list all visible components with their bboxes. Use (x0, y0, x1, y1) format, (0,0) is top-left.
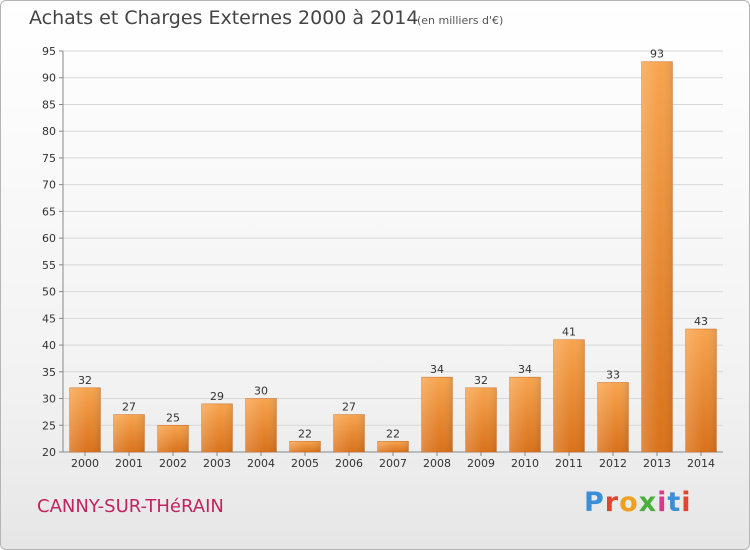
axes: 20 25 30 35 40 45 50 55 60 65 70 75 80 85 90 95 2000 2001… (42, 45, 723, 470)
bar-value-label: 30 (254, 385, 268, 398)
chart-subtitle: (en milliers d'€) (417, 14, 504, 27)
x-tick-label: 2003 (203, 457, 231, 470)
bar-shading (113, 414, 145, 452)
bar-shading (157, 425, 189, 452)
bar-shading (201, 403, 233, 452)
bar-shading (597, 382, 629, 452)
brand-letter: P (584, 487, 605, 518)
bar-shading (509, 377, 541, 452)
bar-shading (289, 441, 321, 452)
bar-shading (553, 339, 585, 452)
x-tick-label: 2000 (71, 457, 99, 470)
x-tick-label: 2008 (423, 457, 451, 470)
bars (69, 61, 717, 453)
x-tick-label: 2002 (159, 457, 187, 470)
bar-shading (377, 441, 409, 452)
y-tick-label: 90 (42, 72, 56, 85)
brand-letter: t (667, 487, 682, 518)
bar-value-label: 32 (474, 374, 488, 387)
place-name: CANNY-SUR-THéRAIN (37, 496, 224, 517)
bar-value-label: 27 (122, 401, 136, 414)
brand-letter: i (681, 487, 692, 518)
brand-letter: r (604, 487, 620, 518)
y-tick-label: 60 (42, 232, 56, 245)
bar-shading (421, 377, 453, 452)
y-tick-label: 55 (42, 259, 56, 272)
y-tick-label: 50 (42, 286, 56, 299)
chart-title: Achats et Charges Externes 2000 à 2014 (29, 7, 419, 29)
bar-value-label: 93 (650, 48, 664, 61)
x-tick-label: 2014 (687, 457, 715, 470)
x-tick-label: 2013 (643, 457, 671, 470)
x-tick-label: 2010 (511, 457, 539, 470)
bar-shading (465, 387, 497, 452)
brand-letter: i (657, 487, 668, 518)
bar-shading (641, 61, 673, 453)
bar-value-label: 34 (518, 363, 532, 376)
bar-value-label: 34 (430, 363, 444, 376)
bar-value-label: 22 (298, 427, 312, 440)
bar-value-label: 29 (210, 390, 224, 403)
y-tick-label: 20 (42, 446, 56, 459)
x-tick-label: 2001 (115, 457, 143, 470)
brand-logo: Proxiti (584, 487, 692, 518)
y-tick-label: 95 (42, 45, 56, 58)
bar-value-label: 22 (386, 427, 400, 440)
bar-value-label: 33 (606, 368, 620, 381)
y-tick-label: 75 (42, 152, 56, 165)
bar-value-label: 25 (166, 411, 180, 424)
y-tick-label: 85 (42, 98, 56, 111)
bar-shading (685, 329, 717, 452)
y-tick-label: 45 (42, 312, 56, 325)
y-tick-label: 65 (42, 205, 56, 218)
y-tick-label: 30 (42, 393, 56, 406)
bar-value-label: 27 (342, 401, 356, 414)
x-tick-label: 2005 (291, 457, 319, 470)
y-tick-label: 25 (42, 419, 56, 432)
bar-value-label: 43 (694, 315, 708, 328)
x-tick-label: 2004 (247, 457, 275, 470)
x-tick-label: 2006 (335, 457, 363, 470)
bar-shading (333, 414, 365, 452)
labels: 32 27 25 29 30 22 27 22 34 32 34 41 33 93 43 (78, 48, 708, 441)
bar-shading (245, 398, 277, 452)
y-tick-label: 70 (42, 179, 56, 192)
brand-letter: x (638, 487, 658, 518)
y-tick-label: 35 (42, 366, 56, 379)
x-tick-label: 2007 (379, 457, 407, 470)
brand-letter: o (619, 487, 639, 518)
bar-shading (69, 387, 101, 452)
x-tick-label: 2009 (467, 457, 495, 470)
bar-value-label: 32 (78, 374, 92, 387)
x-tick-label: 2011 (555, 457, 583, 470)
y-tick-label: 80 (42, 125, 56, 138)
x-tick-label: 2012 (599, 457, 627, 470)
bar-value-label: 41 (562, 326, 576, 339)
y-tick-label: 40 (42, 339, 56, 352)
